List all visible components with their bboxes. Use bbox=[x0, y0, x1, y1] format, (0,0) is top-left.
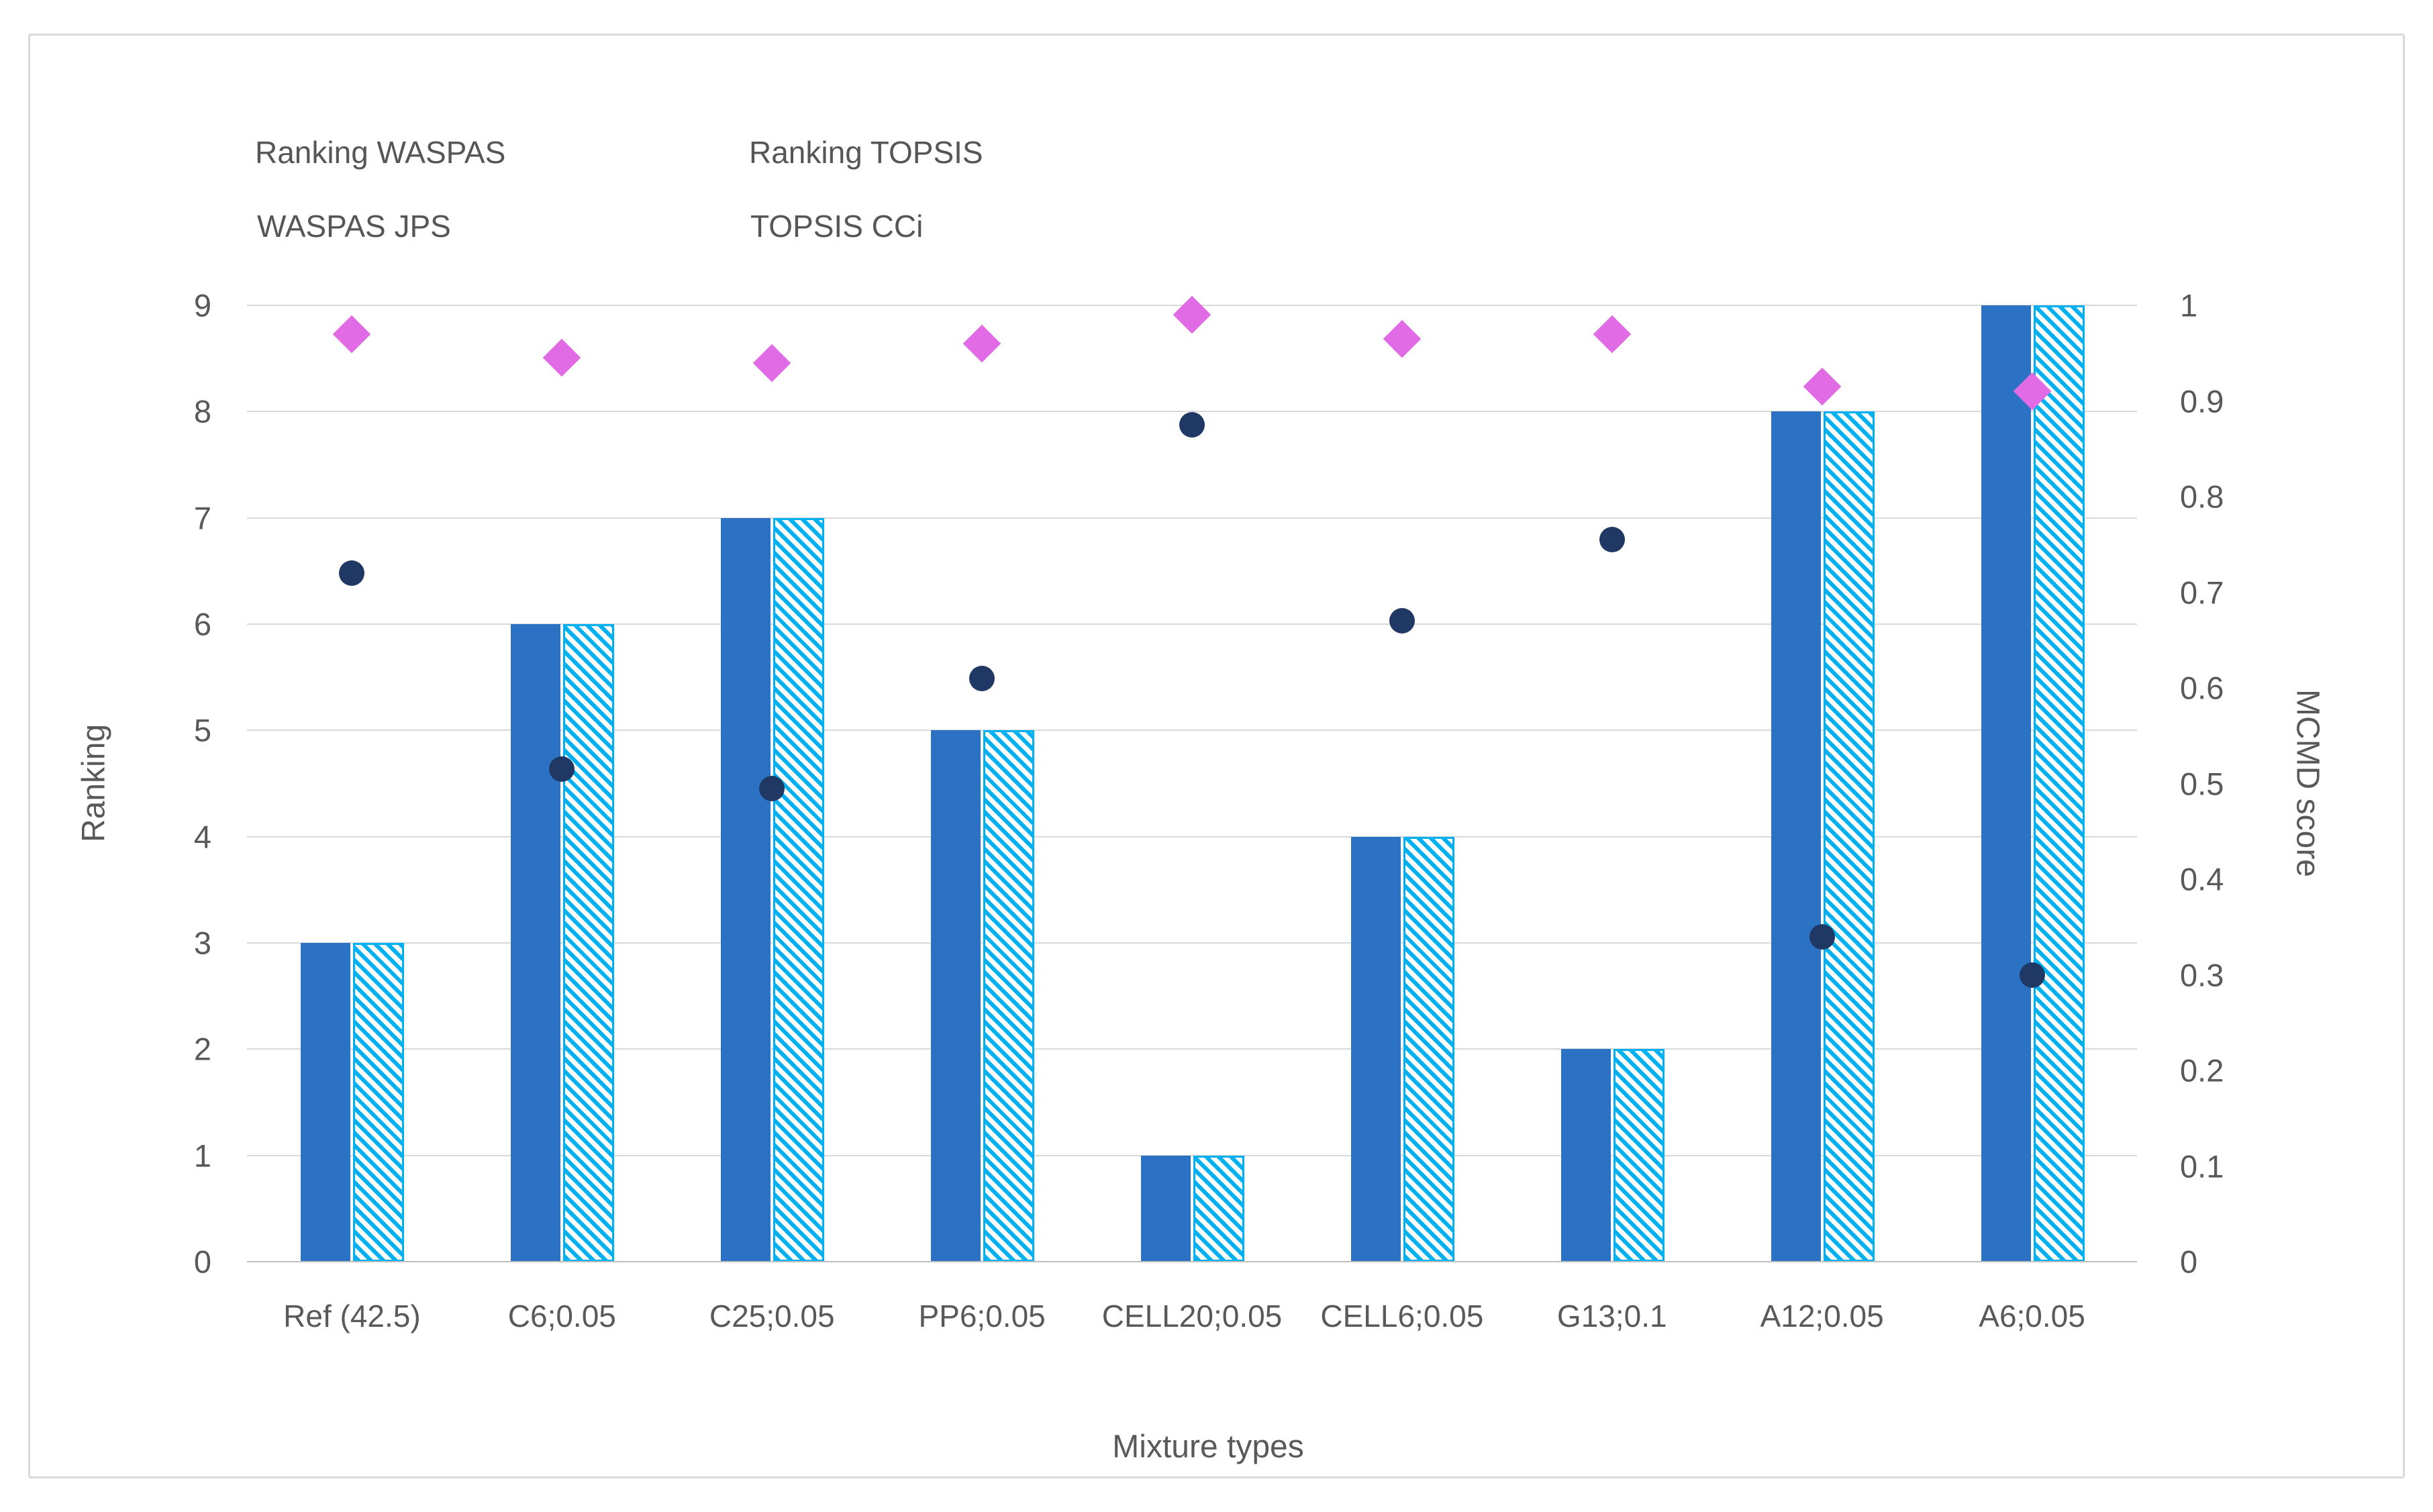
gridline bbox=[247, 729, 2137, 732]
bar-topsis bbox=[773, 517, 825, 1262]
right-axis-tick: 0.4 bbox=[2180, 861, 2224, 897]
left-axis-tick: 2 bbox=[193, 1031, 211, 1067]
x-axis-title: Mixture types bbox=[1112, 1429, 1304, 1465]
bar-topsis bbox=[353, 943, 405, 1262]
x-axis-tick: C6;0.05 bbox=[507, 1299, 616, 1333]
right-axis-tick: 0.6 bbox=[2180, 670, 2224, 706]
marker-topsis-cci bbox=[1599, 527, 1625, 553]
bar-waspas bbox=[1771, 411, 1821, 1262]
bar-topsis bbox=[1613, 1049, 1665, 1262]
right-axis-tick: 0.7 bbox=[2180, 574, 2224, 610]
left-axis-tick: 4 bbox=[193, 819, 211, 855]
marker-waspas-jps bbox=[752, 344, 791, 382]
right-axis-tick: 0.3 bbox=[2180, 957, 2224, 993]
bar-topsis bbox=[1823, 411, 1875, 1262]
bar-waspas bbox=[1350, 836, 1401, 1262]
x-axis-tick: Ref (42.5) bbox=[283, 1299, 421, 1333]
gridline bbox=[247, 1048, 2137, 1050]
bar-topsis bbox=[2033, 305, 2085, 1262]
x-axis-tick: PP6;0.05 bbox=[918, 1299, 1046, 1333]
right-axis-tick: 0.2 bbox=[2180, 1052, 2224, 1089]
bar-topsis bbox=[1403, 836, 1454, 1262]
bar-topsis bbox=[563, 624, 615, 1262]
bar-waspas bbox=[1141, 1155, 1191, 1262]
bar-waspas bbox=[1560, 1049, 1611, 1262]
marker-topsis-cci bbox=[759, 775, 785, 801]
right-axis-title: MCMD score bbox=[2289, 689, 2326, 878]
gridline bbox=[247, 517, 2137, 519]
bar-waspas bbox=[931, 730, 981, 1262]
bar-waspas bbox=[1981, 305, 2031, 1262]
marker-waspas-jps bbox=[1173, 295, 1211, 334]
left-axis-tick: 7 bbox=[193, 500, 211, 536]
marker-waspas-jps bbox=[1593, 315, 1632, 354]
left-axis-tick: 9 bbox=[193, 287, 211, 323]
right-axis-tick: 0 bbox=[2180, 1244, 2198, 1280]
marker-waspas-jps bbox=[1803, 367, 1841, 406]
x-axis-tick: CELL20;0.05 bbox=[1101, 1299, 1283, 1333]
x-axis-tick: C25;0.05 bbox=[709, 1299, 835, 1333]
x-axis-tick: A6;0.05 bbox=[1979, 1299, 2085, 1333]
marker-topsis-cci bbox=[549, 756, 575, 783]
gridline bbox=[247, 1154, 2137, 1156]
right-axis-tick: 0.1 bbox=[2180, 1148, 2224, 1184]
marker-topsis-cci bbox=[969, 665, 995, 691]
right-axis-tick: 1 bbox=[2180, 287, 2198, 323]
bar-topsis bbox=[983, 730, 1035, 1262]
bar-waspas bbox=[301, 943, 351, 1262]
left-axis-tick: 8 bbox=[193, 393, 211, 430]
left-axis-tick: 0 bbox=[193, 1244, 211, 1280]
legend-label: TOPSIS CCi bbox=[750, 209, 924, 244]
x-axis-line bbox=[247, 1261, 2137, 1262]
legend-label: Ranking TOPSIS bbox=[749, 135, 983, 170]
legend-item-waspas-jps: WASPAS JPS bbox=[215, 208, 451, 244]
marker-topsis-cci bbox=[1389, 608, 1415, 634]
left-axis-tick: 5 bbox=[193, 712, 211, 748]
right-axis-tick: 0.9 bbox=[2180, 383, 2224, 419]
marker-topsis-cci bbox=[1809, 923, 1835, 950]
gridline bbox=[247, 411, 2137, 413]
left-axis-tick: 6 bbox=[193, 606, 211, 642]
left-axis-tick: 3 bbox=[193, 925, 211, 961]
marker-waspas-jps bbox=[962, 324, 1001, 363]
x-axis-tick: CELL6;0.05 bbox=[1320, 1299, 1484, 1333]
legend-item-ranking-topsis: Ranking TOPSIS bbox=[709, 134, 983, 170]
gridline bbox=[247, 623, 2137, 625]
figure-border bbox=[28, 34, 2405, 1478]
left-axis-title: Ranking bbox=[76, 723, 112, 843]
legend-item-topsis-cci: TOPSIS CCi bbox=[709, 208, 923, 244]
marker-waspas-jps bbox=[543, 339, 581, 377]
gridline bbox=[247, 942, 2137, 944]
bar-waspas bbox=[511, 624, 561, 1262]
legend-item-ranking-waspas: Ranking WASPAS bbox=[215, 134, 505, 170]
right-axis-tick: 0.8 bbox=[2180, 478, 2224, 515]
right-axis-tick: 0.5 bbox=[2180, 766, 2224, 801]
x-axis-tick: G13;0.1 bbox=[1556, 1299, 1667, 1333]
marker-waspas-jps bbox=[1383, 319, 1422, 358]
bar-topsis bbox=[1193, 1155, 1244, 1262]
marker-topsis-cci bbox=[339, 560, 365, 586]
legend-label: WASPAS JPS bbox=[257, 209, 451, 244]
marker-waspas-jps bbox=[333, 315, 371, 354]
bar-waspas bbox=[721, 517, 771, 1262]
marker-topsis-cci bbox=[2019, 962, 2045, 988]
marker-topsis-cci bbox=[1179, 412, 1205, 438]
legend-label: Ranking WASPAS bbox=[255, 135, 506, 170]
left-axis-tick: 1 bbox=[193, 1138, 211, 1174]
x-axis-tick: A12;0.05 bbox=[1760, 1299, 1884, 1333]
gridline bbox=[247, 836, 2137, 838]
